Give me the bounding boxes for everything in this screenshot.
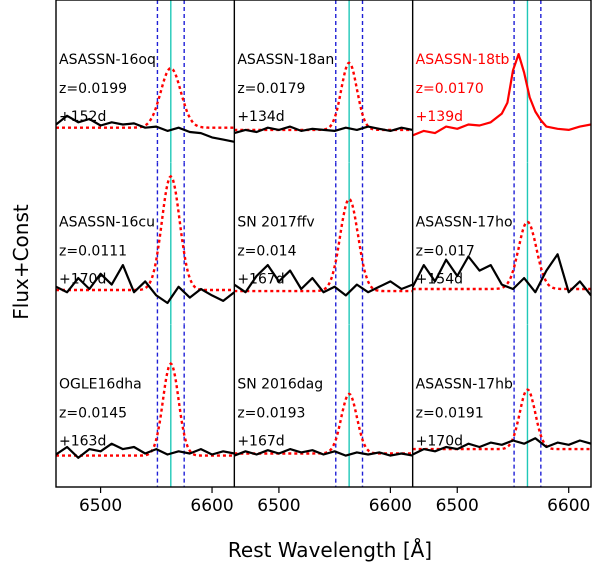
spectrum-line <box>412 53 591 137</box>
x-tick-label: 6600 <box>547 496 590 516</box>
panel-grid: ASASSN-16oq z=0.0199 +152d ASASSN-18an z=0.0… <box>56 0 591 487</box>
panel-plot-area <box>412 162 591 325</box>
panel-plot-area <box>56 0 235 163</box>
phase-label: +163d <box>59 434 106 450</box>
redshift-label: z=0.0193 <box>237 406 305 422</box>
redshift-label: z=0.0170 <box>416 81 484 97</box>
spectrum-line <box>56 264 235 305</box>
x-tick-label: 6500 <box>257 496 300 516</box>
spectrum-line <box>412 437 591 456</box>
spectrum-line <box>234 125 413 135</box>
phase-label: +154d <box>416 271 463 287</box>
object-name: SN 2017ffv <box>237 214 314 230</box>
phase-label: +170d <box>416 434 463 450</box>
phase-label: +167d <box>237 434 284 450</box>
phase-label: +167d <box>237 271 284 287</box>
panel-plot-area <box>412 324 591 487</box>
redshift-label: z=0.0191 <box>416 406 484 422</box>
x-axis-ticks: 6500 6600 6500 6600 6500 6600 <box>79 487 590 516</box>
x-tick-label: 6600 <box>369 496 412 516</box>
redshift-label: z=0.017 <box>416 243 475 259</box>
panel-asassn-17ho: ASASSN-17ho z=0.017 +154d <box>412 162 591 325</box>
object-name: ASASSN-16cu <box>59 214 155 230</box>
panel-asassn-16cu: ASASSN-16cu z=0.0111 +170d <box>56 162 235 325</box>
x-tick-label: 6500 <box>436 496 479 516</box>
panel-asassn-18tb: ASASSN-18tb z=0.0170 +139d <box>412 0 591 163</box>
phase-label: +152d <box>59 109 106 125</box>
x-tick-label: 6600 <box>190 496 233 516</box>
panel-plot-area <box>56 324 235 487</box>
figure-frame <box>55 0 592 488</box>
panel-plot-area <box>234 162 413 325</box>
redshift-label: z=0.0199 <box>59 81 127 97</box>
object-name: ASASSN-17ho <box>416 214 513 230</box>
panel-ogle16dha: OGLE16dha z=0.0145 +163d <box>56 324 235 487</box>
redshift-label: z=0.0111 <box>59 243 127 259</box>
object-name: SN 2016dag <box>237 377 323 393</box>
panel-asassn-16oq: ASASSN-16oq z=0.0199 +152d <box>56 0 235 163</box>
panel-sn-2016dag: SN 2016dag z=0.0193 +167d <box>234 324 413 487</box>
panel-plot-area <box>56 162 235 325</box>
spectrum-line <box>56 114 235 143</box>
object-name: OGLE16dha <box>59 377 142 393</box>
spectrum-line <box>234 264 413 297</box>
spectrum-line <box>234 448 413 457</box>
spectrum-line <box>56 442 235 459</box>
panel-plot-area <box>234 324 413 487</box>
axes-border <box>55 0 592 488</box>
redshift-label: z=0.0179 <box>237 81 305 97</box>
phase-label: +170d <box>59 271 106 287</box>
panel-asassn-18an: ASASSN-18an z=0.0179 +134d <box>234 0 413 163</box>
redshift-label: z=0.0145 <box>59 406 127 422</box>
x-axis-label: Rest Wavelength [Å] <box>228 538 432 562</box>
panel-plot-area <box>412 0 591 163</box>
panel-asassn-17hb: ASASSN-17hb z=0.0191 +170d <box>412 324 591 487</box>
y-axis-label: Flux+Const <box>9 204 33 320</box>
phase-label: +139d <box>416 109 463 125</box>
x-tick-label: 6500 <box>79 496 122 516</box>
object-name: ASASSN-16oq <box>59 52 156 68</box>
spectrum-line <box>412 253 591 297</box>
object-name: ASASSN-17hb <box>416 377 513 393</box>
object-name: ASASSN-18tb <box>416 52 510 68</box>
gaussian-fit-curve <box>234 197 413 293</box>
redshift-label: z=0.014 <box>237 243 296 259</box>
panel-sn-2017ffv: SN 2017ffv z=0.014 +167d <box>234 162 413 325</box>
phase-label: +134d <box>237 109 284 125</box>
panel-plot-area <box>234 0 413 163</box>
object-name: ASASSN-18an <box>237 52 334 68</box>
